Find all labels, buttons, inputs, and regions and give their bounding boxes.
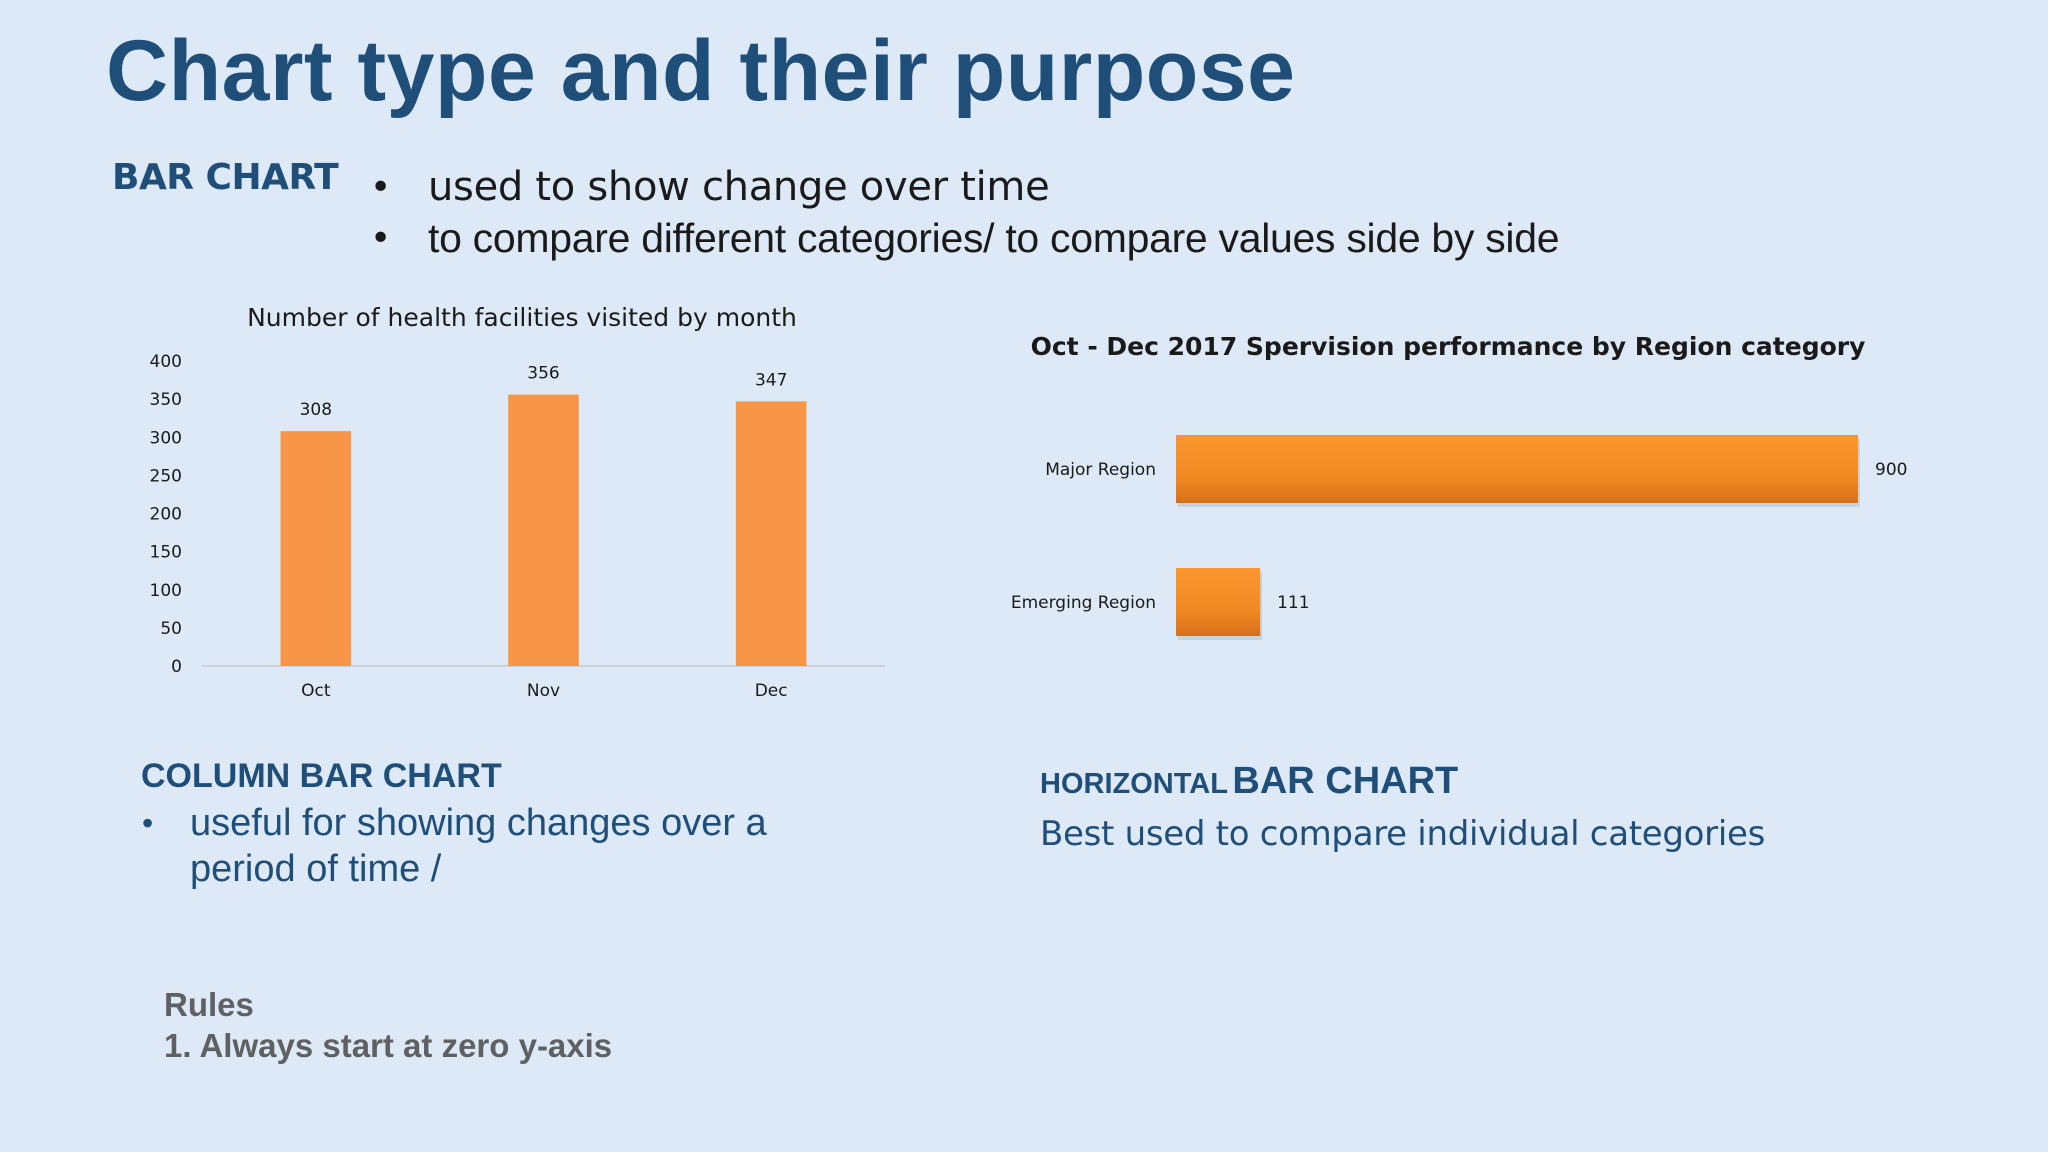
bullet-text: to compare different categories/ to comp… <box>428 215 1560 261</box>
column-chart-title: Number of health facilities visited by m… <box>247 303 797 332</box>
category-label: Nov <box>527 681 560 701</box>
data-label: 356 <box>527 364 559 384</box>
y-axis-categories: Major Region Emerging Region <box>1011 460 1156 613</box>
bar-chart-heading: BAR CHART <box>112 157 339 198</box>
column-chart: Number of health facilities visited by m… <box>150 303 885 701</box>
bullet-item: • to compare different categories/ to co… <box>370 213 1560 264</box>
bullet-icon: • <box>142 805 154 841</box>
data-label: 308 <box>300 400 332 420</box>
column-bullet-list: • useful for showing changes over a peri… <box>140 800 840 892</box>
heading-small-part: HORIZONTAL <box>1040 768 1228 800</box>
horizontal-chart-title: Oct - Dec 2017 Spervision performance by… <box>1031 332 1866 361</box>
rules-title: Rules <box>164 986 254 1023</box>
y-tick-label: 100 <box>150 581 182 601</box>
category-label: Oct <box>301 681 331 701</box>
x-axis-categories: Oct Nov Dec <box>301 681 787 701</box>
category-label: Dec <box>755 681 788 701</box>
slide-title: Chart type and their purpose <box>106 23 1296 119</box>
bullet-item: • used to show change over time <box>370 162 1559 213</box>
y-tick-label: 400 <box>150 352 182 372</box>
y-tick-label: 300 <box>150 428 182 448</box>
bullet-icon: • <box>370 167 391 208</box>
bullet-text: useful for showing changes over a period… <box>190 802 767 890</box>
data-label: 900 <box>1875 460 1907 480</box>
data-label: 111 <box>1277 593 1309 613</box>
horizontal-bar-chart: Oct - Dec 2017 Spervision performance by… <box>1011 332 1907 640</box>
column-bars <box>280 394 807 666</box>
bar-chart-bullet-list: • used to show change over time • to com… <box>370 162 1560 264</box>
column-bar-chart-heading: COLUMN BAR CHART <box>141 757 502 795</box>
data-label: 347 <box>755 370 787 390</box>
column-bar <box>735 401 807 666</box>
y-tick-label: 150 <box>150 543 182 563</box>
category-label: Emerging Region <box>1011 593 1156 613</box>
column-bar <box>508 394 579 666</box>
bullet-text: used to show change over time <box>428 164 1050 210</box>
horizontal-bar <box>1176 568 1261 636</box>
bullet-icon: • <box>370 218 391 259</box>
horizontal-bar <box>1176 435 1858 503</box>
horizontal-chart-description: Best used to compare individual categori… <box>1040 814 1766 854</box>
bullet-item: • useful for showing changes over a peri… <box>140 800 840 892</box>
y-tick-label: 200 <box>150 505 182 525</box>
y-axis-ticks: 0 50 100 150 200 250 300 350 400 <box>150 352 182 677</box>
category-label: Major Region <box>1045 460 1156 480</box>
y-tick-label: 250 <box>150 466 182 486</box>
rules-block: Rules 1. Always start at zero y-axis <box>164 984 612 1066</box>
horizontal-bar-chart-heading: HORIZONTAL BAR CHART <box>1040 760 1458 803</box>
y-tick-label: 0 <box>171 657 182 677</box>
horizontal-data-labels: 900 111 <box>1277 460 1907 613</box>
rule-item: 1. Always start at zero y-axis <box>164 1027 613 1064</box>
heading-big-part: BAR CHART <box>1232 760 1459 802</box>
y-tick-label: 50 <box>160 619 182 639</box>
y-tick-label: 350 <box>150 390 182 410</box>
column-data-labels: 308 356 347 <box>300 364 788 421</box>
column-bar <box>280 431 352 666</box>
horizontal-bars <box>1176 435 1860 640</box>
